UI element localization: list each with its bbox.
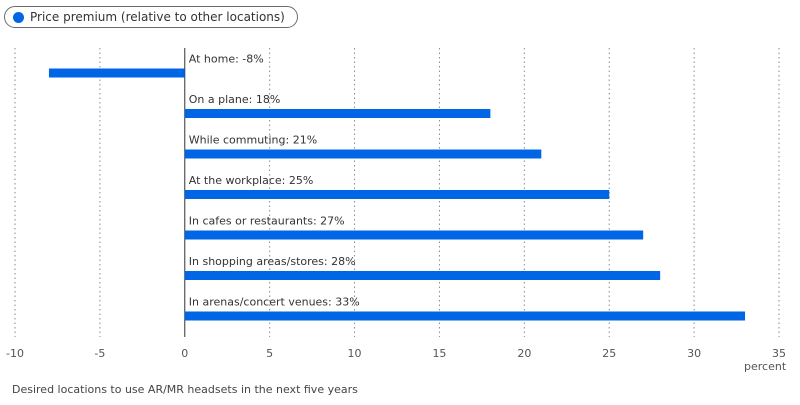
bar-5 xyxy=(184,271,661,280)
x-tick-label-5: 15 xyxy=(432,347,446,360)
x-axis-unit-label: percent xyxy=(744,360,787,373)
chart-caption: Desired locations to use AR/MR headsets … xyxy=(12,383,358,396)
bar-label-6: In arenas/concert venues: 33% xyxy=(189,296,360,309)
x-tick-label-2: 0 xyxy=(181,347,188,360)
x-tick-label-6: 20 xyxy=(517,347,531,360)
bar-0 xyxy=(48,68,185,78)
legend-label: Price premium (relative to other locatio… xyxy=(30,10,285,24)
legend-item[interactable]: Price premium (relative to other locatio… xyxy=(4,6,298,28)
bar-label-2: While commuting: 21% xyxy=(189,134,317,147)
x-tick-label-4: 10 xyxy=(348,347,362,360)
bar-2 xyxy=(184,149,542,159)
x-tick-label-8: 30 xyxy=(687,347,701,360)
x-tick-label-9: 35 xyxy=(772,347,786,360)
bar-label-5: In shopping areas/stores: 28% xyxy=(189,255,356,268)
legend-dot-icon xyxy=(13,11,24,23)
x-tick-label-7: 25 xyxy=(602,347,616,360)
bar-4 xyxy=(184,230,644,240)
bar-label-3: At the workplace: 25% xyxy=(189,174,314,187)
x-tick-label-1: -5 xyxy=(94,347,105,360)
bar-label-4: In cafes or restaurants: 27% xyxy=(189,215,345,228)
x-tick-label-3: 5 xyxy=(266,347,273,360)
bar-1 xyxy=(184,109,491,118)
bar-label-1: On a plane: 18% xyxy=(189,93,281,106)
bar-6 xyxy=(184,311,746,321)
x-tick-label-0: -10 xyxy=(6,347,24,360)
bar-label-0: At home: -8% xyxy=(189,53,264,66)
bar-3 xyxy=(184,190,610,199)
